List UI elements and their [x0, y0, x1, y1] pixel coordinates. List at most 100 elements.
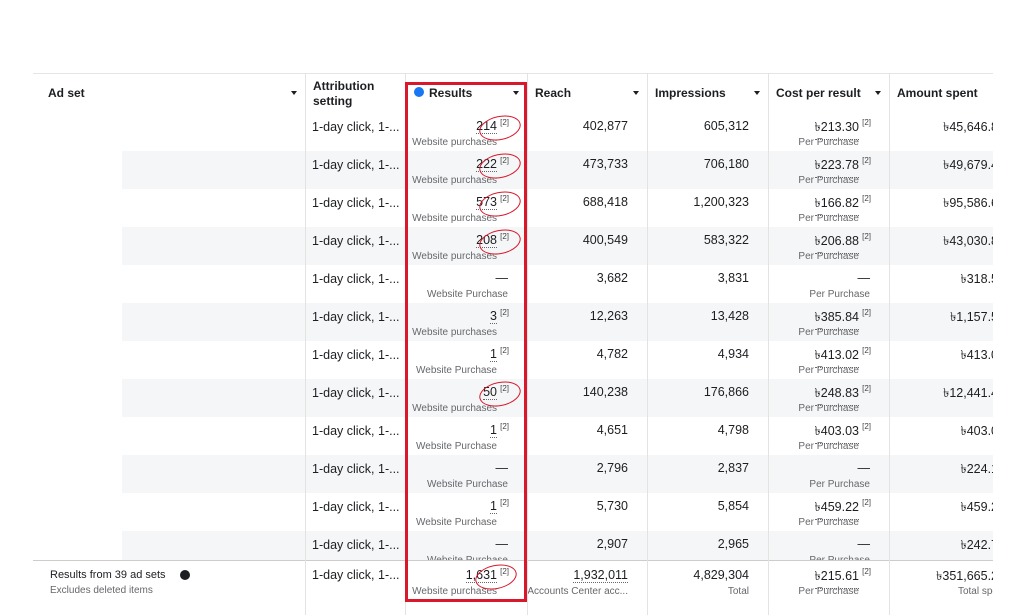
impressions: 176,866 [703, 385, 749, 399]
column-header: Impressions [655, 86, 726, 100]
amount-spent: ৳403.0 [960, 424, 993, 438]
cost-per-result-unit: Per Purchase [798, 327, 859, 338]
footnote: [2] [500, 118, 509, 127]
amount-spent: ৳224.1 [960, 462, 993, 476]
column-divider [527, 73, 528, 615]
redacted-area [33, 151, 122, 189]
footnote: [2] [500, 232, 509, 241]
column-divider [305, 73, 306, 615]
footnote: [2] [862, 194, 871, 203]
redacted-area [33, 341, 122, 379]
info-icon [414, 87, 424, 97]
cost-per-result: ৳213.30 [814, 119, 859, 140]
highlight-box [405, 82, 527, 602]
results: 208 [476, 233, 497, 248]
redacted-area [33, 455, 122, 493]
attribution: 1-day click, 1-... [312, 196, 400, 210]
impressions: 3,831 [717, 271, 749, 285]
cost-per-result: — [857, 461, 871, 475]
footer-label: Results from 39 ad sets [50, 569, 166, 581]
column-header: Amount spent [897, 86, 978, 100]
cost-per-result-unit: Per Purchase [798, 213, 859, 224]
footnote: [2] [500, 156, 509, 165]
ads-table: Ad set Attribution setting Results Reach Imp… [33, 73, 993, 615]
impressions: 4,798 [717, 423, 749, 437]
results: 1 [490, 499, 497, 514]
column-header: Reach [535, 86, 572, 100]
amount-spent: ৳318.5 [960, 272, 993, 286]
sort-dropdown [633, 91, 639, 95]
footnote: [2] [500, 308, 509, 317]
column-divider [768, 73, 769, 615]
row [33, 455, 993, 493]
row [33, 113, 993, 151]
reach: 688,418 [582, 195, 628, 209]
cost-per-result: ৳385.84 [814, 309, 859, 330]
results-unit: Website Purchase [427, 479, 508, 490]
reach: 2,907 [596, 537, 628, 551]
attribution: 1-day click, 1-... [312, 310, 400, 324]
amount-spent: ৳45,646.8 [943, 120, 993, 134]
results-unit: Website Purchase [427, 289, 508, 300]
amount-spent: ৳95,586.6 [943, 196, 993, 210]
row [33, 265, 993, 303]
results: — [495, 537, 509, 551]
row [33, 417, 993, 455]
footer-row [33, 560, 993, 615]
cost-per-result: — [857, 537, 871, 551]
cost-per-result: ৳413.02 [814, 347, 859, 368]
reach-unit: Accounts Center acc... [527, 586, 628, 597]
column-header: Cost per result [776, 86, 861, 100]
cost-per-result: ৳166.82 [814, 195, 859, 216]
impressions-unit: Total [727, 586, 749, 597]
impressions: 13,428 [710, 309, 749, 323]
results-unit: Website Purchase [416, 441, 497, 452]
reach: 400,549 [582, 233, 628, 247]
column-header: Ad set [48, 86, 85, 100]
amount-spent: ৳43,030.8 [943, 234, 993, 248]
info-icon [180, 570, 190, 580]
impressions: 2,837 [717, 461, 749, 475]
cost-per-result: ৳403.03 [814, 423, 859, 444]
cost-per-result-unit: Per Purchase [798, 137, 859, 148]
cost-per-result: ৳248.83 [814, 385, 859, 406]
footnote: [2] [862, 232, 871, 241]
attribution: 1-day click, 1-... [312, 500, 400, 514]
cost-per-result: — [857, 271, 871, 285]
results: 1 [490, 423, 497, 438]
cost-per-result-unit: Per Purchase [798, 365, 859, 376]
results: — [495, 461, 509, 475]
attribution: 1-day click, 1-... [312, 120, 400, 134]
row [33, 227, 993, 265]
reach: 473,733 [582, 157, 628, 171]
results-unit: Website purchases [412, 213, 497, 224]
row [33, 151, 993, 189]
cost-per-result: ৳459.22 [814, 499, 859, 520]
redacted-area [33, 189, 122, 227]
footnote: [2] [500, 384, 509, 393]
attribution: 1-day click, 1-... [312, 158, 400, 172]
results-unit: Website Purchase [416, 517, 497, 528]
impressions: 5,854 [717, 499, 749, 513]
cost-per-result-unit: Per Purchase [809, 289, 870, 300]
footnote: [2] [500, 422, 509, 431]
redacted-area [33, 113, 122, 151]
cost-per-result-unit: Per Purchase [809, 479, 870, 490]
attribution: 1-day click, 1-... [312, 462, 400, 476]
column-header: Attribution setting [313, 79, 375, 108]
amount-spent: ৳351,665.2 [936, 569, 993, 583]
footnote: [2] [862, 422, 871, 431]
results: 573 [476, 195, 497, 210]
results: — [495, 271, 509, 285]
row [33, 189, 993, 227]
results-unit: Website purchases [412, 403, 497, 414]
impressions: 2,965 [717, 537, 749, 551]
sort-dropdown [291, 91, 297, 95]
redacted-area [33, 227, 122, 265]
results: 50 [483, 385, 497, 400]
footnote: [2] [862, 384, 871, 393]
reach: 402,877 [582, 119, 628, 133]
footnote: [2] [500, 567, 509, 576]
results-unit: Website purchases [412, 586, 497, 597]
